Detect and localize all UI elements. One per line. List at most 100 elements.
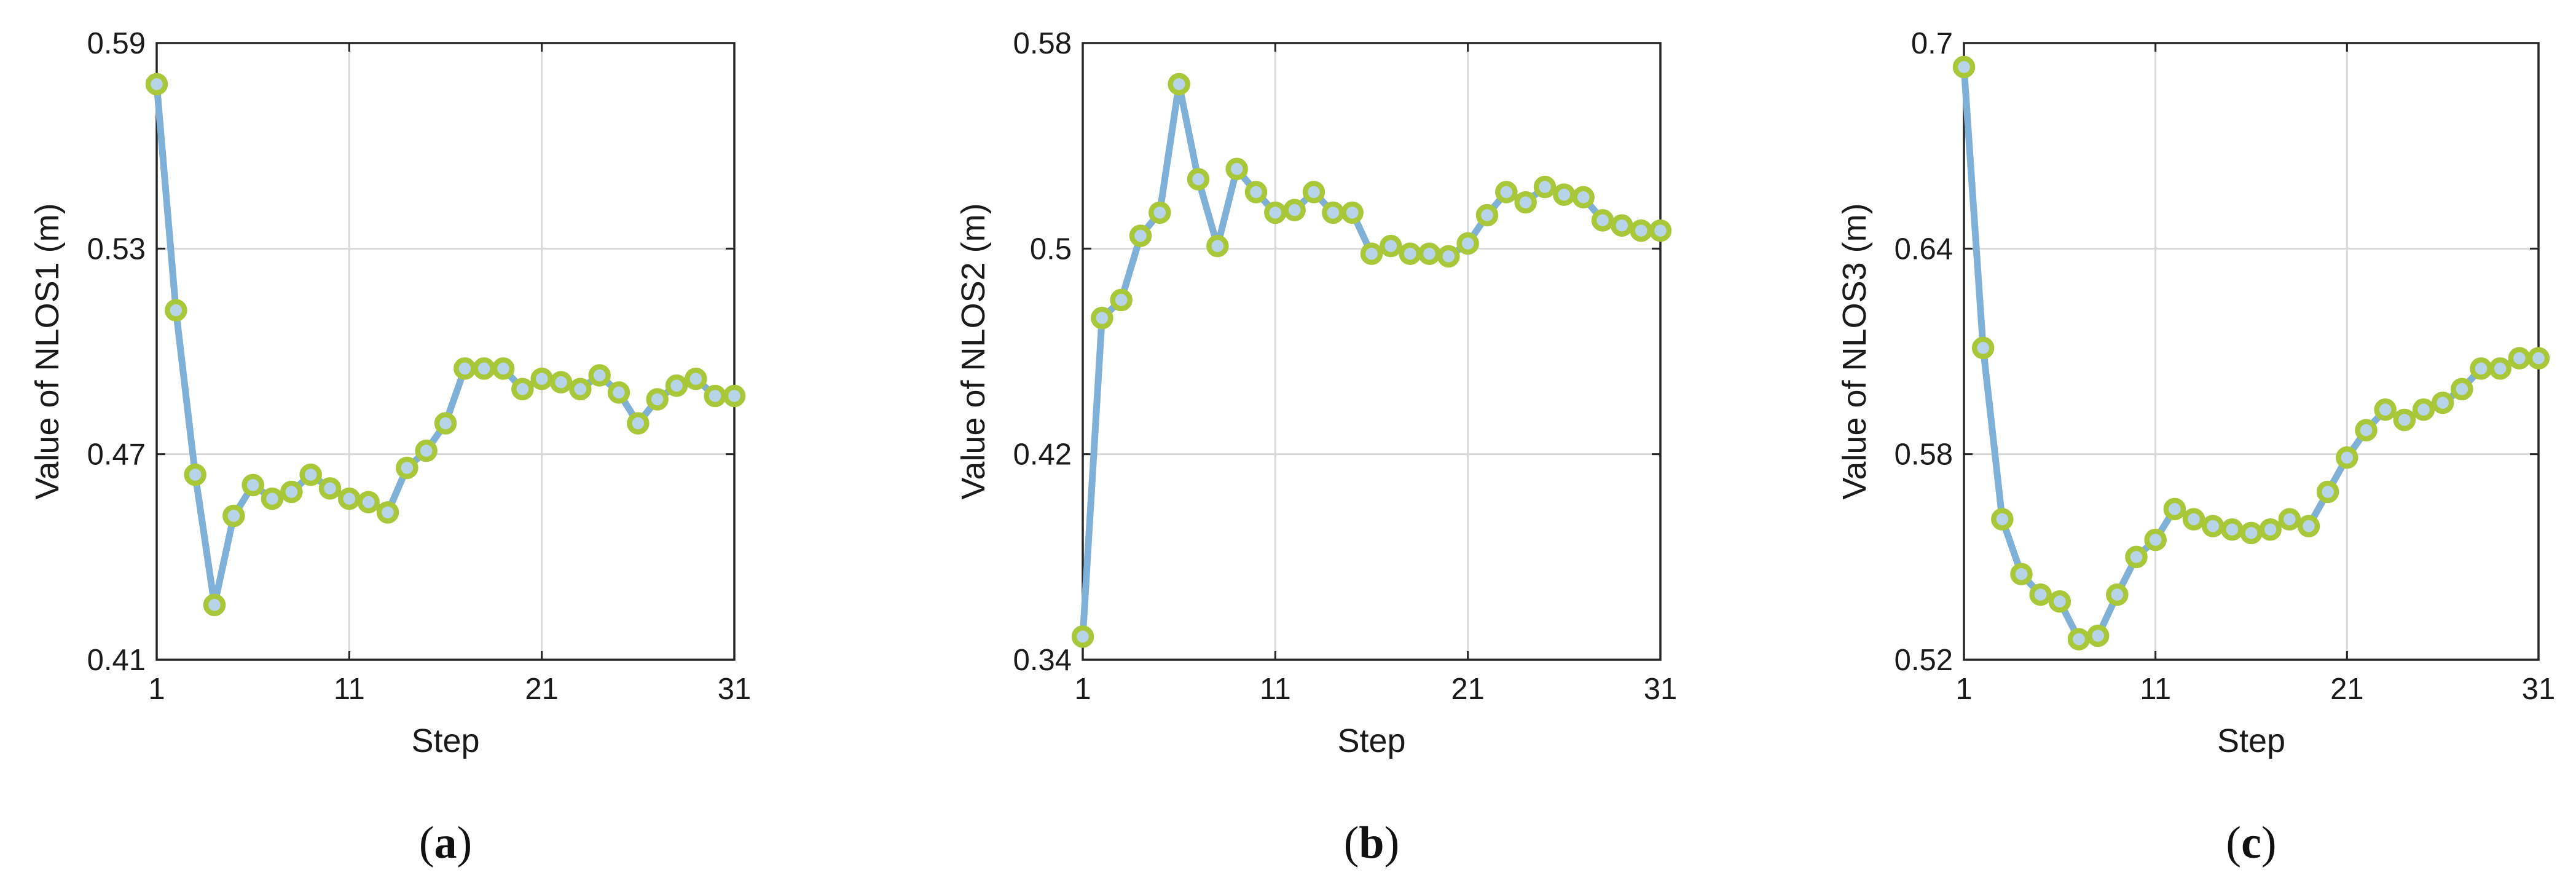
data-point	[1071, 625, 1094, 648]
data-point	[588, 364, 611, 387]
data-point	[1399, 242, 1421, 265]
panel-letter: c	[2241, 818, 2261, 868]
data-point	[261, 487, 284, 510]
data-point	[222, 504, 245, 528]
data-point	[1302, 181, 1325, 204]
y-tick-label: 0.5	[1030, 232, 1072, 266]
panel-letter: b	[1359, 818, 1384, 868]
y-tick-label: 0.41	[87, 644, 146, 677]
data-point	[473, 357, 495, 380]
axes-box	[155, 42, 736, 661]
data-point	[2048, 590, 2071, 613]
data-point	[530, 367, 553, 390]
x-axis-label: Step	[411, 722, 479, 759]
data-point	[2451, 378, 2473, 401]
data-point	[1514, 191, 1537, 214]
data-point	[2393, 408, 2416, 432]
data-point	[1244, 181, 1268, 204]
data-point	[1495, 181, 1518, 204]
data-point	[280, 480, 303, 504]
data-point	[184, 463, 206, 486]
data-point	[1091, 306, 1113, 330]
data-point	[2316, 480, 2339, 504]
y-tick-label: 0.58	[1895, 438, 1953, 472]
data-point	[2374, 398, 2397, 421]
data-point	[1206, 234, 1229, 258]
data-point	[1110, 288, 1133, 312]
data-point	[242, 473, 264, 497]
x-tick-label: 21	[2330, 673, 2364, 706]
x-tick-label: 31	[2522, 673, 2556, 706]
data-point	[1129, 224, 1152, 247]
data-point	[1630, 219, 1652, 242]
y-axis-label: Value of NLOS2 (m)	[955, 203, 992, 499]
plot-area	[1083, 43, 1660, 660]
data-point	[492, 357, 515, 380]
data-point	[1380, 234, 1402, 258]
data-point	[1991, 508, 2014, 531]
x-tick-label: 1	[1074, 673, 1091, 706]
plot-area	[157, 43, 734, 660]
data-point	[2086, 624, 2110, 647]
data-point	[2067, 628, 2091, 651]
data-point	[1533, 175, 1557, 199]
data-point	[1225, 157, 1248, 181]
data-point	[1341, 201, 1364, 224]
data-point	[2201, 515, 2225, 537]
data-point	[2106, 583, 2129, 606]
data-point	[1591, 209, 1614, 232]
data-point	[1322, 201, 1345, 224]
data-point	[338, 487, 361, 510]
data-point	[704, 384, 726, 408]
data-point	[665, 374, 688, 397]
y-axis-label: Value of NLOS1 (m)	[29, 203, 66, 499]
data-point	[1418, 242, 1441, 265]
data-point	[396, 456, 418, 480]
x-tick-label: 21	[1451, 673, 1485, 706]
data-point	[145, 73, 168, 96]
y-tick-label: 0.64	[1895, 232, 1953, 266]
x-axis-label: Step	[2217, 722, 2285, 759]
data-point	[2010, 563, 2033, 585]
data-point	[2527, 347, 2550, 370]
panel-caption: (a)	[419, 818, 472, 868]
data-point	[2125, 545, 2148, 569]
data-point	[2431, 391, 2454, 414]
plot-area	[1964, 43, 2539, 660]
y-tick-label: 0.34	[1013, 644, 1072, 677]
data-point	[627, 412, 650, 435]
y-tick-label: 0.59	[87, 27, 146, 60]
x-tick-label: 21	[525, 673, 559, 706]
data-point	[646, 388, 669, 411]
data-point	[1437, 245, 1460, 268]
data-point	[376, 501, 399, 524]
x-tick-label: 1	[1955, 673, 1972, 706]
data-point	[1149, 201, 1171, 224]
data-point	[1360, 242, 1383, 265]
x-tick-label: 31	[1644, 673, 1678, 706]
data-point	[511, 378, 534, 401]
data-point	[165, 299, 187, 322]
data-point	[2355, 419, 2378, 441]
data-point	[1283, 199, 1306, 221]
x-tick-label: 31	[718, 673, 752, 706]
data-point	[2470, 357, 2492, 380]
data-point	[1971, 336, 1995, 360]
data-point	[2259, 518, 2282, 541]
y-axis-label: Value of NLOS3 (m)	[1836, 203, 1873, 499]
data-point	[203, 593, 226, 617]
data-point	[2336, 446, 2358, 469]
data-point	[607, 381, 630, 404]
data-point	[569, 378, 592, 401]
data-point	[434, 412, 457, 435]
data-point	[2508, 347, 2531, 370]
data-point	[2489, 357, 2511, 380]
panel-caption: (b)	[1344, 818, 1399, 868]
y-tick-label: 0.53	[87, 232, 146, 266]
y-tick-label: 0.47	[87, 438, 146, 472]
x-tick-label: 11	[1260, 673, 1291, 706]
data-point	[2029, 583, 2052, 606]
